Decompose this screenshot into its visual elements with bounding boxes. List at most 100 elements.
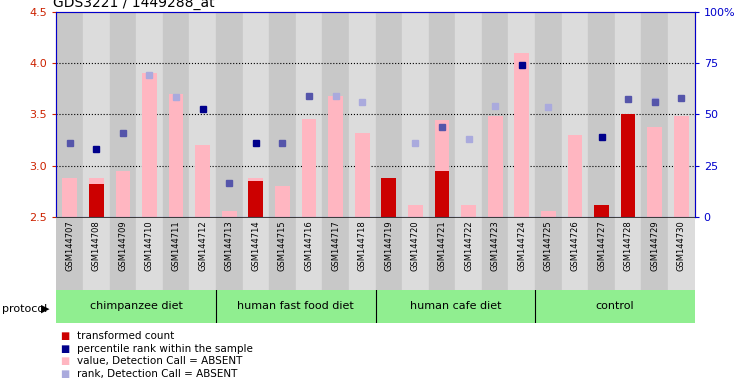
Text: GSM144716: GSM144716	[304, 220, 313, 271]
Text: GSM144730: GSM144730	[677, 220, 686, 271]
Bar	[189, 12, 216, 217]
Bar	[376, 12, 402, 217]
Bar	[668, 217, 695, 290]
Text: GSM144721: GSM144721	[438, 220, 447, 271]
Bar	[562, 217, 588, 290]
Bar	[535, 12, 562, 217]
Bar	[568, 135, 582, 217]
Text: transformed count: transformed count	[77, 331, 173, 341]
Text: GSM144710: GSM144710	[145, 220, 154, 271]
Bar	[89, 178, 104, 217]
Bar	[249, 178, 263, 217]
Bar	[429, 12, 455, 217]
Bar	[402, 12, 429, 217]
Bar	[647, 127, 662, 217]
Bar	[163, 217, 189, 290]
Bar	[508, 217, 535, 290]
Bar	[429, 217, 455, 290]
Bar	[275, 186, 290, 217]
Text: GSM144707: GSM144707	[65, 220, 74, 271]
Bar	[269, 217, 296, 290]
Text: GSM144728: GSM144728	[623, 220, 632, 271]
Bar	[56, 12, 83, 217]
Bar	[56, 217, 83, 290]
Bar	[322, 217, 349, 290]
Bar	[594, 205, 609, 217]
Bar	[382, 178, 396, 217]
Bar	[110, 217, 136, 290]
Bar	[116, 171, 130, 217]
Text: GSM144724: GSM144724	[517, 220, 526, 271]
Bar	[322, 12, 349, 217]
Text: GSM144711: GSM144711	[171, 220, 180, 271]
Bar	[435, 121, 449, 217]
Text: GSM144727: GSM144727	[597, 220, 606, 271]
Bar	[455, 12, 482, 217]
Bar	[376, 217, 402, 290]
Bar	[641, 217, 668, 290]
Bar	[216, 12, 243, 217]
Bar	[243, 12, 269, 217]
Bar	[89, 184, 104, 217]
Text: GSM144720: GSM144720	[411, 220, 420, 271]
Bar	[621, 114, 635, 217]
Bar	[349, 12, 376, 217]
Text: ■: ■	[60, 344, 69, 354]
Text: ■: ■	[60, 369, 69, 379]
Bar	[136, 217, 163, 290]
Bar	[482, 217, 508, 290]
Bar	[249, 181, 263, 217]
Bar	[641, 12, 668, 217]
Text: protocol: protocol	[2, 304, 47, 314]
Bar	[621, 114, 635, 217]
Bar	[435, 171, 449, 217]
Bar	[355, 133, 369, 217]
Text: GSM144726: GSM144726	[571, 220, 580, 271]
Text: GSM144713: GSM144713	[225, 220, 234, 271]
Bar	[514, 53, 529, 217]
Text: human cafe diet: human cafe diet	[409, 301, 501, 311]
Bar	[668, 12, 695, 217]
Text: GDS3221 / 1449288_at: GDS3221 / 1449288_at	[53, 0, 215, 10]
Bar	[594, 207, 609, 217]
Bar	[376, 290, 535, 323]
Bar	[189, 217, 216, 290]
Bar	[302, 119, 316, 217]
Bar	[408, 205, 423, 217]
Bar	[216, 290, 376, 323]
Bar	[349, 217, 376, 290]
Bar	[136, 12, 163, 217]
Bar	[269, 12, 296, 217]
Text: human fast food diet: human fast food diet	[237, 301, 354, 311]
Text: GSM144718: GSM144718	[357, 220, 366, 271]
Bar	[110, 12, 136, 217]
Bar	[455, 217, 482, 290]
Bar	[142, 73, 157, 217]
Text: GSM144712: GSM144712	[198, 220, 207, 271]
Text: GSM144717: GSM144717	[331, 220, 340, 271]
Bar	[195, 145, 210, 217]
Text: GSM144709: GSM144709	[119, 220, 128, 271]
Bar	[588, 217, 615, 290]
Text: rank, Detection Call = ABSENT: rank, Detection Call = ABSENT	[77, 369, 237, 379]
Bar	[83, 217, 110, 290]
Bar	[562, 12, 588, 217]
Bar	[222, 211, 237, 217]
Text: chimpanzee diet: chimpanzee diet	[89, 301, 182, 311]
Bar	[535, 217, 562, 290]
Text: ■: ■	[60, 331, 69, 341]
Bar	[615, 217, 641, 290]
Bar	[488, 116, 502, 217]
Text: GSM144725: GSM144725	[544, 220, 553, 271]
Bar	[615, 12, 641, 217]
Bar	[382, 178, 396, 217]
Bar	[56, 290, 216, 323]
Text: GSM144714: GSM144714	[252, 220, 261, 271]
Bar	[482, 12, 508, 217]
Bar	[461, 205, 476, 217]
Bar	[243, 217, 269, 290]
Bar	[216, 217, 243, 290]
Text: ■: ■	[60, 356, 69, 366]
Bar	[296, 217, 322, 290]
Bar	[402, 217, 429, 290]
